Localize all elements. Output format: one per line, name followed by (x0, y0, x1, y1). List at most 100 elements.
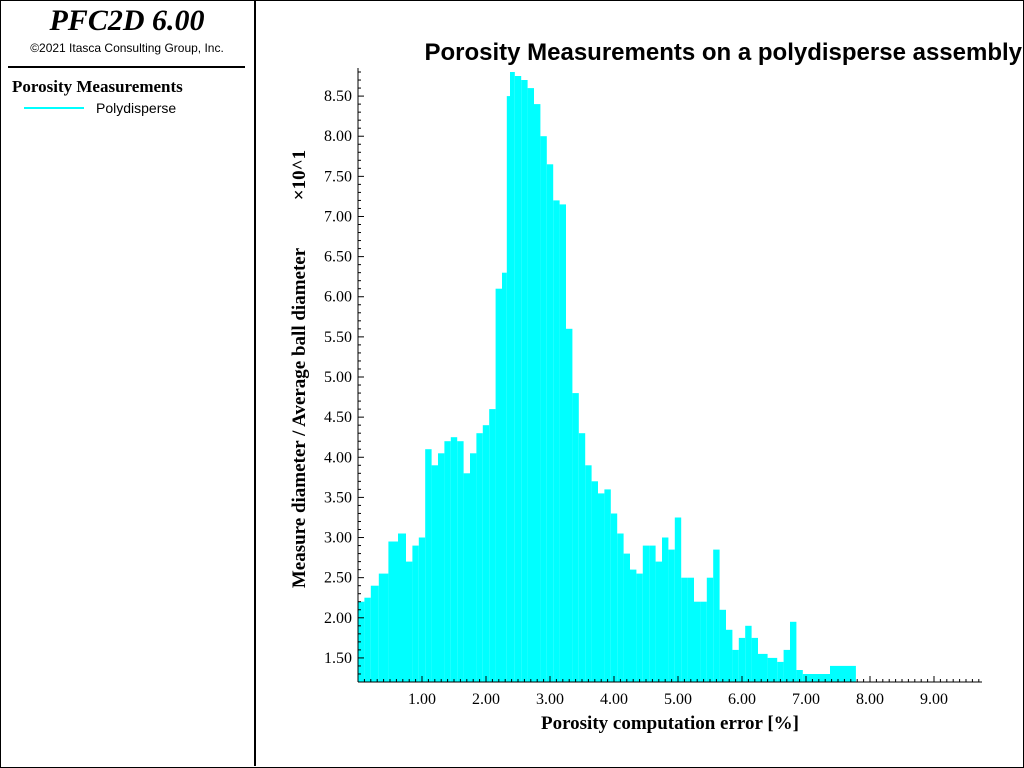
data-bar (534, 104, 541, 683)
copyright-text: ©2021 Itasca Consulting Group, Inc. (30, 41, 224, 55)
data-bar (540, 136, 547, 682)
legend-swatch (24, 107, 84, 109)
legend-item-label: Polydisperse (96, 100, 177, 116)
x-tick-label: 9.00 (920, 691, 948, 708)
y-tick-label: 3.00 (324, 530, 352, 547)
data-bar (783, 649, 790, 682)
x-tick-label: 2.00 (472, 691, 500, 708)
data-bar (489, 409, 496, 682)
data-bar (655, 561, 662, 682)
data-bar (700, 601, 707, 682)
data-bar (713, 549, 720, 682)
data-bar (796, 670, 803, 682)
legend-heading: Porosity Measurements (12, 77, 183, 96)
data-bar (470, 453, 477, 682)
data-bar (649, 545, 656, 682)
x-tick-label: 4.00 (600, 691, 628, 708)
x-tick-label: 5.00 (664, 691, 692, 708)
data-bar (623, 553, 630, 682)
data-bar (687, 577, 694, 682)
data-bar (438, 453, 445, 682)
data-bar (566, 328, 573, 682)
y-tick-label: 2.50 (324, 570, 352, 587)
chart-title: Porosity Measurements on a polydisperse … (424, 39, 1022, 66)
y-tick-label: 3.50 (324, 489, 352, 506)
y-tick-label: 8.00 (324, 128, 352, 145)
data-bar (745, 625, 752, 682)
y-tick-label: 6.00 (324, 289, 352, 306)
data-bar (388, 541, 398, 682)
axes (357, 68, 982, 683)
app-title: PFC2D 6.00 (49, 4, 205, 37)
data-bar (378, 573, 389, 682)
data-bar (662, 537, 669, 682)
x-tick-label: 1.00 (408, 691, 436, 708)
data-bar (830, 665, 856, 682)
data-bar (510, 72, 515, 682)
x-tick-label: 3.00 (536, 691, 564, 708)
data-bar (521, 80, 528, 682)
data-bar (726, 629, 733, 682)
data-bar (476, 433, 483, 682)
data-bar (767, 657, 778, 682)
x-axis-title: Porosity computation error [%] (541, 713, 799, 734)
data-bar (751, 637, 758, 682)
data-bar (463, 473, 470, 682)
y-tick-label: 4.00 (324, 449, 352, 466)
data-bar (431, 465, 438, 682)
data-bar (514, 76, 522, 682)
data-bar (738, 637, 746, 682)
data-bar (674, 517, 682, 682)
x-tick-label: 8.00 (856, 691, 884, 708)
y-tick-label: 6.50 (324, 249, 352, 266)
y-tick-label: 2.00 (324, 610, 352, 627)
data-bar (425, 449, 432, 682)
data-bar (668, 549, 675, 682)
data-bar (585, 465, 592, 682)
data-bar (777, 661, 784, 682)
data-bar (610, 513, 618, 682)
data-bar (412, 545, 419, 682)
data-bar (758, 653, 768, 682)
y-tick-label: 7.00 (324, 208, 352, 225)
data-bar (546, 164, 554, 683)
y-tick-label: 5.50 (324, 329, 352, 346)
y-tick-label: 8.50 (324, 88, 352, 105)
data-bar (398, 533, 406, 682)
data-bar (482, 425, 490, 682)
legend-item-polydisperse[interactable]: Polydisperse (24, 99, 176, 117)
data-bar (418, 537, 426, 682)
y-tick-label: 1.50 (324, 650, 352, 667)
data-bar (642, 545, 650, 682)
data-bar (444, 441, 451, 682)
data-bar (572, 393, 579, 682)
data-bar (802, 674, 830, 682)
data-bar (604, 489, 611, 682)
data-bar (506, 96, 510, 683)
y-tick-label: 4.50 (324, 409, 352, 426)
data-bar (636, 573, 643, 682)
y-axis-multiplier: ×10^1 (289, 150, 310, 200)
data-bar (617, 533, 624, 682)
data-bar (527, 88, 534, 683)
data-bar (450, 437, 458, 682)
x-tick-label: 6.00 (728, 691, 756, 708)
data-bar (358, 601, 365, 682)
y-tick-label: 5.00 (324, 369, 352, 386)
data-bar (495, 288, 502, 682)
data-bar (598, 493, 605, 682)
data-bar (457, 441, 464, 682)
data-bar (406, 561, 413, 682)
data-bar (364, 597, 371, 682)
data-bar (719, 609, 726, 682)
data-bar (502, 272, 507, 682)
x-tick-label: 7.00 (792, 691, 820, 708)
data-bar (578, 433, 586, 682)
data-bars (358, 72, 856, 683)
legend-panel: PFC2D 6.00 ©2021 Itasca Consulting Group… (0, 0, 256, 766)
data-bar (706, 577, 714, 682)
ticks: 1.50 2.00 2.50 3.00 3.50 4.00 4.50 5.00 5.50 6.00… (324, 71, 980, 708)
data-bar (790, 621, 797, 682)
data-bar (370, 585, 379, 682)
